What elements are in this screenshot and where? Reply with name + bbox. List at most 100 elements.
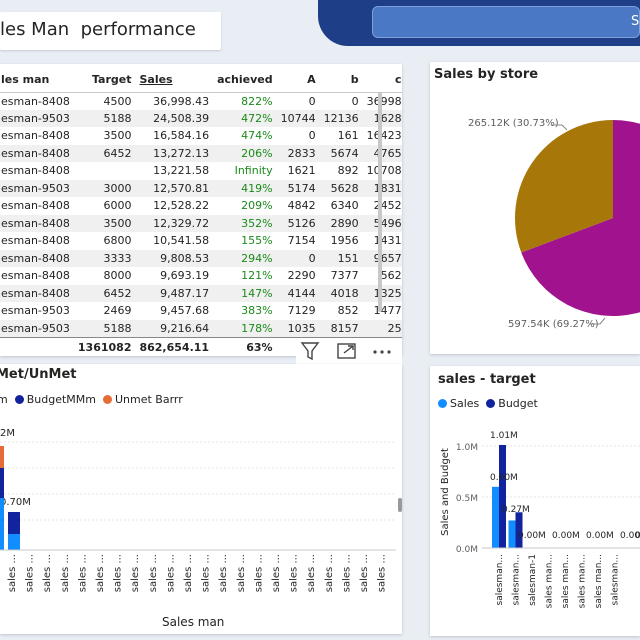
column-header[interactable]: Sales (135, 68, 214, 93)
met-category-label: sales ... (271, 554, 282, 592)
table-cell: 5188 (73, 109, 136, 127)
more-options-icon[interactable] (373, 350, 391, 354)
table-cell: 7129 (287, 304, 316, 318)
nav-button[interactable]: S (372, 6, 640, 38)
table-cell: 5188 (73, 319, 136, 337)
report-title: les Man performance (0, 19, 196, 40)
table-cell: 161 (337, 129, 359, 143)
met-x-axis-title: Sales man (162, 615, 225, 629)
data-table: les manTargetSalesachievedAbcd esman-840… (0, 68, 402, 356)
table-cell: 419% (213, 179, 277, 197)
table-cell: 1477 (373, 304, 402, 318)
table-cell: 16423 (366, 129, 402, 143)
met-category-label: sales ... (377, 554, 388, 592)
column-header[interactable]: Target (73, 68, 136, 93)
table-cell: 5674 (319, 144, 363, 162)
table-cell: 7377 (330, 269, 359, 283)
table-cell: 294% (213, 249, 277, 267)
table-cell: 155% (241, 234, 273, 248)
target-bar-budget (515, 512, 523, 548)
table-cell: 9,808.53 (135, 249, 214, 267)
table-cell: 10744 (276, 109, 320, 127)
table-cell: esman-8408 (0, 214, 74, 232)
table-cell: 3333 (73, 249, 136, 267)
pie-slice (521, 120, 640, 316)
table-scrollbar[interactable] (378, 92, 382, 312)
table-cell: 4842 (287, 199, 316, 213)
table-cell: 13,272.13 (135, 144, 214, 162)
met-bar-unmet (0, 446, 4, 468)
table-cell: 6000 (103, 199, 132, 213)
table-cell: 178% (213, 319, 277, 337)
table-cell: 4144 (276, 284, 320, 302)
target-category-label: salesman-1 (528, 554, 538, 606)
table-cell: 6800 (103, 234, 132, 248)
report-title-card: les Man performance (0, 12, 221, 50)
table-cell: 4500 (103, 94, 132, 108)
target-data-label: 0.00M (518, 531, 546, 541)
met-category-label: sales ... (25, 554, 36, 592)
table-cell: 1325 (362, 284, 402, 302)
met-category-label: sales ... (324, 554, 335, 592)
table-cell: 2452 (373, 199, 402, 213)
target-legend-budget[interactable]: Budget (486, 397, 538, 410)
target-legend-sales[interactable]: Sales (438, 397, 479, 410)
column-header[interactable]: A (276, 68, 320, 93)
focus-mode-icon[interactable] (337, 343, 356, 359)
table-cell: esman-8408 (0, 284, 74, 302)
target-data-label: 0.00M (635, 531, 640, 541)
table-cell: 892 (337, 164, 359, 178)
target-data-label: 0.00M (552, 531, 580, 541)
table-cell: 12,329.72 (135, 214, 214, 232)
target-y-axis-title: Sales and Budget (440, 448, 451, 536)
table-cell: 5496 (362, 214, 402, 232)
table-cell: esman-9503 (0, 109, 74, 127)
table-cell: 1431 (373, 234, 402, 248)
met-category-label: sales ... (60, 554, 71, 592)
met-bar-sales (8, 534, 20, 550)
table-cell: 9,693.19 (160, 269, 210, 283)
met-legend-item-2[interactable]: BudgetMMm (14, 393, 96, 406)
column-header[interactable]: b (319, 68, 363, 93)
met-bar-sales (0, 498, 4, 550)
target-category-label: sales man... (545, 554, 555, 608)
table-cell: 12,528.22 (153, 199, 210, 213)
met-category-label: sales ... (253, 554, 264, 592)
filter-icon[interactable] (300, 342, 320, 361)
table-cell: 151 (319, 249, 363, 267)
target-category-label: salesman... (611, 554, 621, 606)
met-category-label: sales ... (165, 554, 176, 592)
column-header[interactable]: c (362, 68, 402, 93)
table-row[interactable]: esman-9503 5188 24,508.39 472% 10744 12136 162… (0, 109, 402, 127)
pie-label-bottom: 597.54K (69.27%) (508, 319, 599, 330)
met-legend-item-1[interactable]: m (0, 393, 8, 406)
table-cell: 7154 (287, 234, 316, 248)
target-bar-budget (499, 444, 506, 548)
table-cell: esman-8408 (1, 164, 70, 178)
column-header[interactable]: les man (0, 68, 74, 93)
met-legend-item-3[interactable]: Unmet Barrr (102, 393, 183, 406)
target-legend: Sales Budget (438, 397, 538, 410)
table-cell: 10,541.58 (153, 234, 210, 248)
table-cell: 562 (380, 269, 402, 283)
table-cell: 8157 (319, 319, 363, 337)
target-category-label: salesman... (495, 554, 505, 606)
met-scroll-handle[interactable] (398, 498, 402, 512)
table-cell: 6452 (73, 284, 136, 302)
sales-by-store-card: Sales by store 265.12K (30.73%) 597.54K … (430, 62, 640, 354)
met-data-label: 0.70M (0, 497, 31, 508)
column-header[interactable]: achieved (213, 68, 277, 93)
